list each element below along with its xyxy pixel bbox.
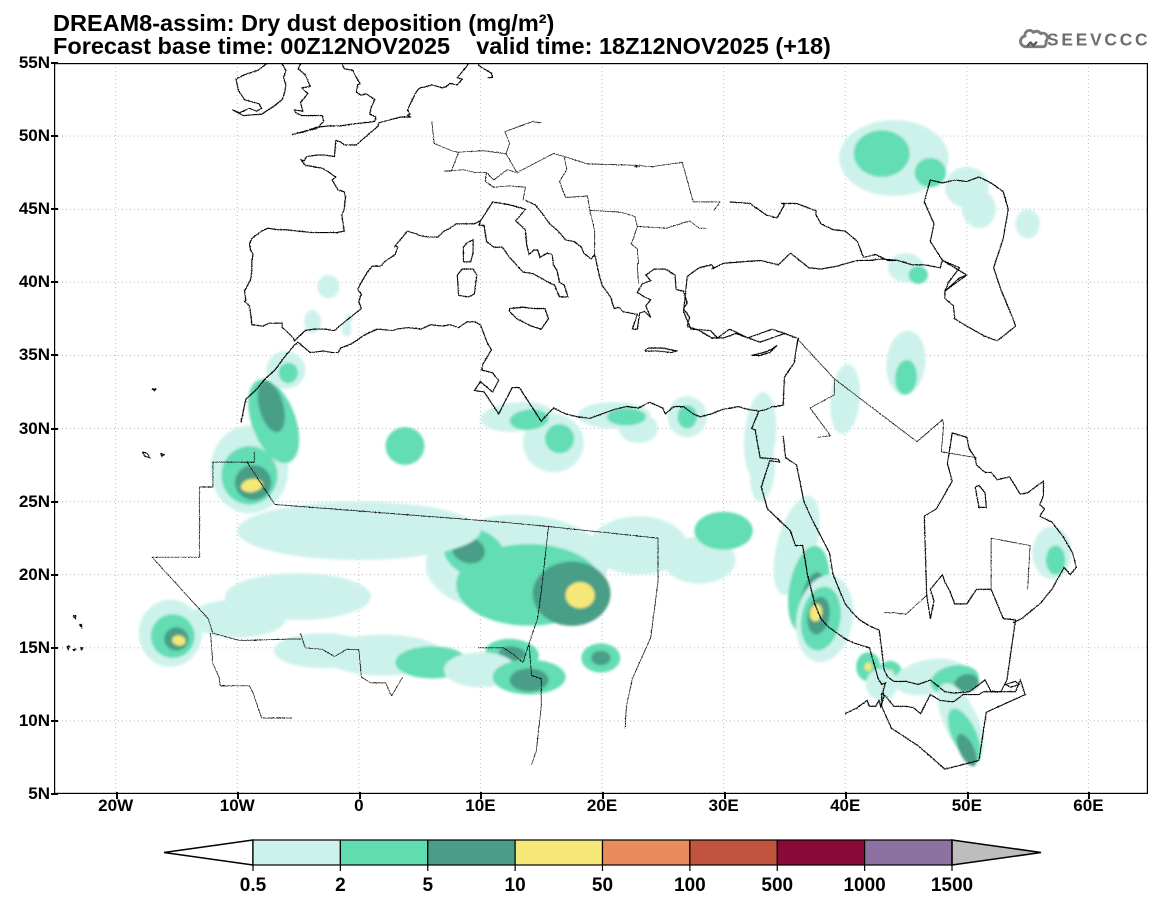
svg-text:0.5: 0.5 bbox=[240, 875, 267, 896]
svg-text:2: 2 bbox=[335, 875, 346, 896]
svg-text:5: 5 bbox=[422, 875, 433, 896]
svg-text:100: 100 bbox=[674, 875, 706, 896]
svg-text:1000: 1000 bbox=[843, 875, 885, 896]
svg-text:10: 10 bbox=[505, 875, 526, 896]
svg-text:SEEVCCC: SEEVCCC bbox=[1047, 29, 1150, 49]
svg-text:50: 50 bbox=[592, 875, 613, 896]
svg-text:1500: 1500 bbox=[931, 875, 973, 896]
svg-text:500: 500 bbox=[761, 875, 793, 896]
